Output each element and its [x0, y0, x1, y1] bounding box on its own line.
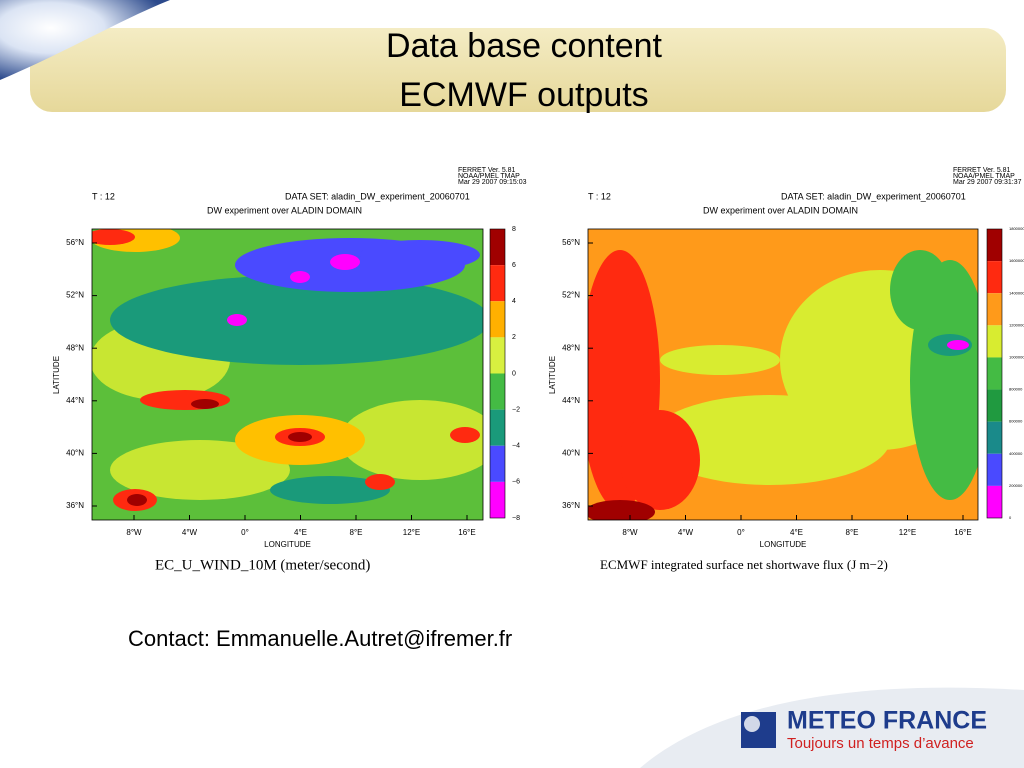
plot-subtitle: DW experiment over ALADIN DOMAIN [703, 205, 858, 215]
lon-tick-label: 8°E [350, 528, 363, 537]
colorbar-label: 600000 [1009, 419, 1023, 424]
colorbar-swatch [490, 337, 505, 374]
colorbar-frame [986, 228, 1003, 519]
plot-subtitle: DW experiment over ALADIN DOMAIN [207, 205, 362, 215]
colorbar-label: 800000 [1009, 387, 1023, 392]
lat-tick-label: 56°N [66, 238, 84, 247]
y-axis-label: LATITUDE [548, 356, 557, 394]
logo-tagline: Toujours un temps d’avance [787, 735, 974, 752]
lat-tick-label: 44°N [562, 396, 580, 405]
lon-tick-label: 12°E [899, 528, 916, 537]
logo-name: METEO FRANCE [787, 707, 987, 735]
plot-frame [587, 228, 979, 521]
lon-tick-label: 8°W [126, 528, 142, 537]
lat-tick-label: 40°N [66, 449, 84, 458]
colorbar-label: 1600000 [1009, 258, 1024, 263]
logo-icon [744, 716, 760, 732]
colorbar-frame [489, 228, 506, 519]
colorbar-swatch [987, 229, 1002, 262]
colorbar-swatch [987, 293, 1002, 326]
lon-tick-label: 12°E [403, 528, 420, 537]
plot-frame [91, 228, 484, 521]
ferret-stamp: FERRET Ver. 5.81 [458, 167, 516, 174]
ferret-stamp: FERRET Ver. 5.81 [953, 167, 1011, 174]
lon-tick-label: 8°W [622, 528, 638, 537]
caption: ECMWF integrated surface net shortwave f… [600, 557, 888, 572]
title: Data base content [386, 27, 663, 65]
colorbar-label: 8 [512, 226, 516, 233]
wind-field [92, 229, 483, 520]
colorbar-label: 1800000 [1009, 226, 1024, 231]
lat-tick-label: 48°N [562, 343, 580, 352]
lon-tick-label: 16°E [458, 528, 475, 537]
lat-tick-label: 44°N [66, 396, 84, 405]
title-band [30, 28, 1006, 112]
colorbar-label: 2 [512, 334, 516, 341]
colorbar-swatch [490, 301, 505, 338]
colorbar-swatch [987, 325, 1002, 358]
colorbar-swatch [987, 453, 1002, 486]
colorbar-label: 0 [1009, 515, 1012, 520]
lat-tick-label: 52°N [66, 291, 84, 300]
lat-tick-label: 36°N [66, 501, 84, 510]
lon-tick-label: 4°E [294, 528, 307, 537]
lon-tick-label: 4°W [678, 528, 694, 537]
colorbar-swatch [490, 373, 505, 410]
colorbar-label: −8 [512, 515, 520, 522]
colorbar-swatch [987, 389, 1002, 422]
lon-tick-label: 4°W [182, 528, 198, 537]
time-label: T : 12 [92, 191, 115, 201]
swoosh [640, 687, 1024, 768]
colorbar-swatch [987, 421, 1002, 454]
colorbar-label: 4 [512, 298, 516, 305]
lat-tick-label: 48°N [66, 343, 84, 352]
lon-tick-label: 16°E [954, 528, 971, 537]
dataset-label: DATA SET: aladin_DW_experiment_20060701 [781, 191, 966, 201]
logo-icon [741, 712, 776, 748]
colorbar-label: 1000000 [1009, 355, 1024, 360]
flux-field [588, 229, 978, 520]
ferret-stamp: NOAA/PMEL TMAP [953, 173, 1015, 180]
dataset-label: DATA SET: aladin_DW_experiment_20060701 [285, 191, 470, 201]
time-label: T : 12 [588, 191, 611, 201]
x-axis-label: LONGITUDE [760, 540, 807, 549]
lon-tick-label: 8°E [846, 528, 859, 537]
ferret-stamp: NOAA/PMEL TMAP [458, 173, 520, 180]
colorbar-swatch [490, 445, 505, 482]
colorbar-swatch [490, 481, 505, 518]
colorbar-label: −4 [512, 443, 520, 450]
colorbar-label: 1400000 [1009, 290, 1024, 295]
sun-decoration [0, 0, 170, 80]
caption: EC_U_WIND_10M (meter/second) [155, 557, 370, 573]
contact: Contact: Emmanuelle.Autret@ifremer.fr [128, 626, 512, 651]
colorbar-label: −6 [512, 479, 520, 486]
lat-tick-label: 56°N [562, 238, 580, 247]
colorbar-label: 1200000 [1009, 322, 1024, 327]
colorbar-swatch [987, 261, 1002, 294]
lon-tick-label: 0° [241, 528, 249, 537]
lat-tick-label: 40°N [562, 449, 580, 458]
lat-tick-label: 36°N [562, 501, 580, 510]
y-axis-label: LATITUDE [52, 356, 61, 394]
ferret-stamp: Mar 29 2007 09:31:37 [953, 179, 1022, 186]
lon-tick-label: 0° [737, 528, 745, 537]
lat-tick-label: 52°N [562, 291, 580, 300]
lon-tick-label: 4°E [790, 528, 803, 537]
colorbar-swatch [490, 229, 505, 266]
ferret-stamp: Mar 29 2007 09:15:03 [458, 179, 527, 186]
colorbar-label: 400000 [1009, 451, 1023, 456]
x-axis-label: LONGITUDE [264, 540, 311, 549]
colorbar-swatch [490, 409, 505, 446]
colorbar-label: 200000 [1009, 483, 1023, 488]
colorbar-swatch [987, 357, 1002, 390]
colorbar-label: 0 [512, 370, 516, 377]
colorbar-label: 6 [512, 262, 516, 269]
colorbar-swatch [490, 265, 505, 302]
colorbar-label: −2 [512, 406, 520, 413]
title: ECMWF outputs [399, 76, 648, 114]
colorbar-swatch [987, 485, 1002, 518]
